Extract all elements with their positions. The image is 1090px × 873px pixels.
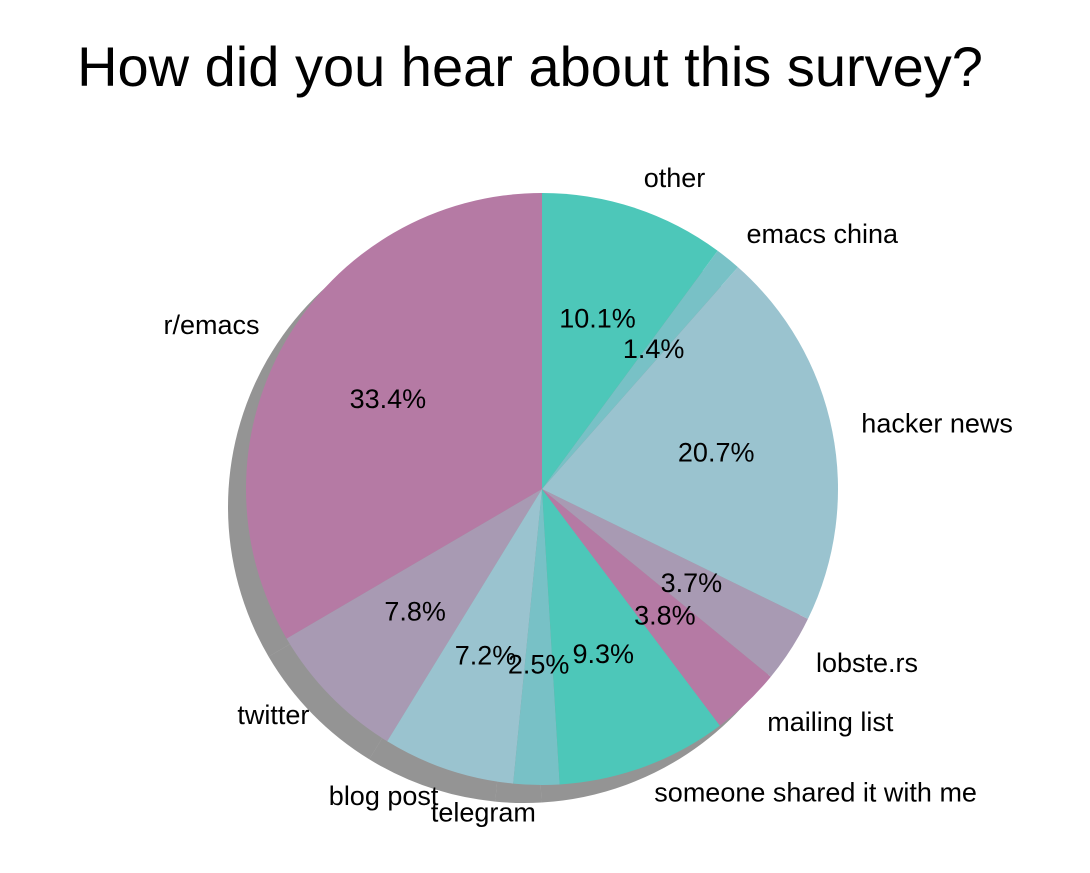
slice-lobste-rs [542,489,808,677]
slice-someone-shared-it-with-me [542,489,720,785]
pct-label-telegram: 2.5% [508,650,570,680]
pct-label-hacker-news: 20.7% [678,437,755,467]
pct-label-mailing-list: 3.8% [634,600,696,630]
slice-hacker-news [542,267,839,619]
pct-label-twitter: 7.8% [384,596,446,626]
slice-twitter [286,489,542,742]
slice-label-lobste-rs: lobste.rs [816,648,918,678]
pct-label-lobste-rs: 3.7% [661,568,723,598]
pct-label-someone-shared-it-with-me: 9.3% [573,639,635,669]
slice-other [542,193,718,489]
slice-label-hacker-news: hacker news [861,409,1013,439]
slice-label-blog-post: blog post [329,781,439,811]
slice-label-r-emacs: r/emacs [163,310,259,340]
slice-telegram [513,489,560,785]
pct-label-blog-post: 7.2% [455,641,517,671]
slice-label-emacs-china: emacs china [747,219,900,249]
slice-blog-post [387,489,542,784]
slice-r-emacs [245,193,542,639]
pct-label-emacs-china: 1.4% [623,334,685,364]
slice-label-telegram: telegram [431,798,536,828]
slice-label-someone-shared-it-with-me: someone shared it with me [654,778,977,808]
slice-mailing-list [542,489,771,726]
slice-label-mailing-list: mailing list [767,707,894,737]
pie-label-layer: r/emacs 33.4% twitter 7.8% blog post 7.2% tele… [163,163,1012,828]
slice-emacs-china [542,250,738,489]
slice-label-other: other [644,163,706,193]
pct-label-r-emacs: 33.4% [350,384,427,414]
pie-slice-layer [245,193,839,785]
slice-label-twitter: twitter [237,700,309,730]
chart-title: How did you hear about this survey? [77,35,983,98]
pct-label-other: 10.1% [559,303,636,333]
